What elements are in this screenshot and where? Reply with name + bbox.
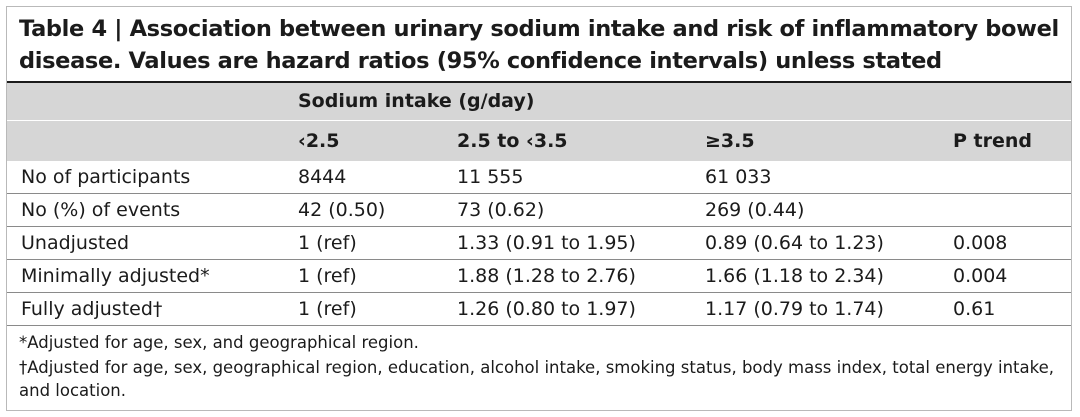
footnote-full: †Adjusted for age, sex, geographical reg… <box>19 358 1054 400</box>
table-row: Unadjusted 1 (ref) 1.33 (0.91 to 1.95) 0… <box>7 227 1071 260</box>
cell-value: 0.004 <box>953 265 1008 287</box>
col-header-lt-2-5: ‹2.5 <box>298 130 340 152</box>
title-rule <box>7 81 1071 83</box>
cell-value: 1.66 (1.18 to 2.34) <box>705 265 884 287</box>
table-row: No (%) of events 42 (0.50) 73 (0.62) 269… <box>7 194 1071 227</box>
cell-value: 11 555 <box>457 166 524 188</box>
col-header-2-5-to-3-5: 2.5 to ‹3.5 <box>457 130 568 152</box>
col-header-ge-3-5: ≥3.5 <box>705 130 755 152</box>
footnote-minimal: *Adjusted for age, sex, and geographical… <box>19 333 419 352</box>
group-header-sodium-intake: Sodium intake (g/day) <box>298 90 535 112</box>
table-container: Table 4 | Association between urinary so… <box>6 6 1072 411</box>
cell-value: 1.26 (0.80 to 1.97) <box>457 298 636 320</box>
row-label: Unadjusted <box>21 232 130 254</box>
table-row: No of participants 8444 11 555 61 033 <box>7 161 1071 194</box>
header-separator <box>7 120 1071 121</box>
cell-value: 1 (ref) <box>298 298 357 320</box>
cell-value: 8444 <box>298 166 347 188</box>
column-header-row: ‹2.5 2.5 to ‹3.5 ≥3.5 P trend <box>7 121 1071 161</box>
cell-value: 61 033 <box>705 166 772 188</box>
cell-value: 42 (0.50) <box>298 199 386 221</box>
row-label: Minimally adjusted* <box>21 265 210 287</box>
cell-value: 0.89 (0.64 to 1.23) <box>705 232 884 254</box>
cell-value: 0.61 <box>953 298 996 320</box>
cell-value: 1 (ref) <box>298 232 357 254</box>
table-title: Table 4 | Association between urinary so… <box>19 16 1059 106</box>
row-label: No (%) of events <box>21 199 181 221</box>
cell-value: 1.17 (0.79 to 1.74) <box>705 298 884 320</box>
cell-value: 1 (ref) <box>298 265 357 287</box>
row-label: No of participants <box>21 166 191 188</box>
cell-value: 73 (0.62) <box>457 199 545 221</box>
table-row: Minimally adjusted* 1 (ref) 1.88 (1.28 t… <box>7 260 1071 293</box>
cell-value: 269 (0.44) <box>705 199 805 221</box>
cell-value: 1.88 (1.28 to 2.76) <box>457 265 636 287</box>
group-header-row: Sodium intake (g/day) <box>7 83 1071 120</box>
row-label: Fully adjusted† <box>21 298 163 320</box>
cell-value: 0.008 <box>953 232 1008 254</box>
col-header-p-trend: P trend <box>953 130 1033 152</box>
table-row: Fully adjusted† 1 (ref) 1.26 (0.80 to 1.… <box>7 293 1071 326</box>
cell-value: 1.33 (0.91 to 1.95) <box>457 232 636 254</box>
